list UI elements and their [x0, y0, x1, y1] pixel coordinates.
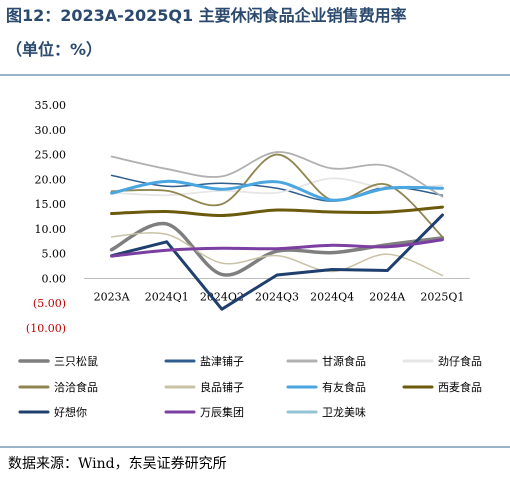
legend-label: 良品铺子	[200, 380, 244, 394]
x-tick-label: 2023A	[94, 290, 131, 303]
series-line-2	[110, 151, 444, 198]
x-axis: 2023A 2024Q1 2024Q2 2024Q3 2024Q4 2024A 2025Q1	[84, 277, 470, 303]
chart-subtitle: （单位：%）	[6, 40, 103, 59]
legend-label: 劲仔食品	[438, 354, 482, 368]
x-tick-label: 2024A	[369, 290, 406, 303]
series-line-6	[110, 179, 444, 202]
legend-label: 洽洽食品	[54, 380, 98, 394]
legend-label: 三只松鼠	[54, 354, 98, 368]
series-line-4	[110, 153, 444, 238]
y-axis: 35.00 30.00 25.00 20.00 15.00 10.00 5.00 0.00 (5…	[26, 99, 66, 335]
y-tick-label: 25.00	[35, 149, 67, 162]
series-line-9	[110, 238, 444, 258]
y-tick-label: (5.00)	[33, 297, 66, 310]
series-line-0	[109, 221, 445, 277]
legend-label: 有友食品	[322, 380, 366, 394]
y-tick-label: (10.00)	[26, 322, 66, 335]
line-chart: 35.00 30.00 25.00 20.00 15.00 10.00 5.00 0.00 (5…	[18, 99, 482, 419]
y-tick-label: 5.00	[42, 248, 67, 261]
x-tick-label: 2024Q3	[255, 290, 299, 303]
series-line-7	[110, 205, 444, 218]
legend-label: 西麦食品	[438, 380, 482, 394]
y-tick-label: 35.00	[35, 99, 67, 112]
x-tick-label: 2025Q1	[420, 290, 464, 303]
chart-title: 图12：2023A-2025Q1 主要休闲食品企业销售费用率	[6, 6, 407, 25]
y-tick-label: 30.00	[35, 124, 67, 137]
y-tick-label: 0.00	[42, 272, 67, 285]
top-rule	[0, 74, 510, 76]
bottom-rule	[0, 446, 510, 448]
legend-label: 万辰集团	[200, 405, 244, 419]
x-tick-label: 2024Q1	[145, 290, 189, 303]
legend-label: 甘源食品	[322, 354, 366, 368]
legend-label: 卫龙美味	[322, 406, 366, 419]
x-tick-label: 2024Q4	[310, 290, 354, 303]
source-note: 数据来源：Wind，东吴证券研究所	[8, 456, 227, 472]
series-line-8	[110, 213, 444, 311]
series-lines	[109, 151, 445, 311]
legend-label: 盐津铺子	[200, 355, 244, 368]
y-tick-label: 20.00	[35, 173, 67, 186]
y-tick-label: 10.00	[35, 223, 67, 236]
legend-label: 好想你	[54, 405, 87, 419]
y-tick-label: 15.00	[35, 198, 67, 211]
series-line-5	[110, 232, 444, 277]
